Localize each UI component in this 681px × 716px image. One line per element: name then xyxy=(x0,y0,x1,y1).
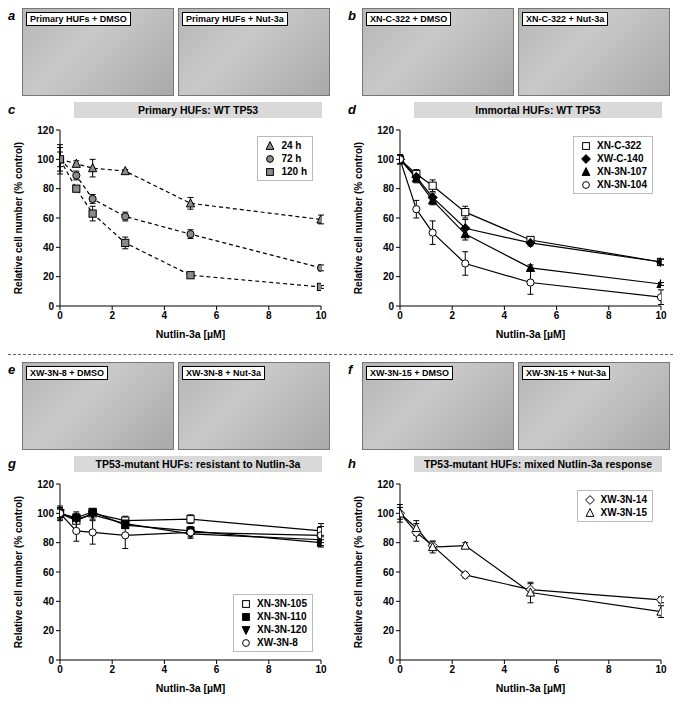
html-text:XN-3N-105: XN-3N-105 xyxy=(257,598,307,609)
svg-text:8: 8 xyxy=(266,310,272,321)
html-text:Primary HUFs + DMSO: Primary HUFs + DMSO xyxy=(30,14,127,24)
html-text:XW-3N-14: XW-3N-14 xyxy=(600,494,647,505)
svg-text:40: 40 xyxy=(383,596,395,607)
html-text:XW-3N-15 + DMSO: XW-3N-15 + DMSO xyxy=(370,368,450,378)
svg-text:10: 10 xyxy=(655,664,667,675)
svg-text:40: 40 xyxy=(383,242,395,253)
svg-text:0: 0 xyxy=(57,310,63,321)
svg-text:120: 120 xyxy=(377,479,394,490)
svg-text:100: 100 xyxy=(377,508,394,519)
svg-text:100: 100 xyxy=(377,154,394,165)
html-text:XN-3N-110: XN-3N-110 xyxy=(257,611,307,622)
svg-text:80: 80 xyxy=(383,183,395,194)
svg-text:120: 120 xyxy=(377,125,394,136)
html-text:XW-3N-8 + DMSO: XW-3N-8 + DMSO xyxy=(30,368,105,378)
svg-text:20: 20 xyxy=(383,271,395,282)
html-text:e: e xyxy=(8,362,16,377)
svg-text:10: 10 xyxy=(315,310,327,321)
svg-text:2: 2 xyxy=(449,310,455,321)
html-text:TP53-mutant HUFs: mixed Nutlin: TP53-mutant HUFs: mixed Nutlin-3a respon… xyxy=(423,458,653,470)
svg-text:80: 80 xyxy=(43,183,55,194)
html-text:Immortal HUFs: WT TP53: Immortal HUFs: WT TP53 xyxy=(475,104,601,116)
html-text:a: a xyxy=(8,8,16,23)
svg-text:Relative cell number (% contro: Relative cell number (% control) xyxy=(353,142,364,294)
svg-text:0: 0 xyxy=(388,655,394,666)
svg-text:0: 0 xyxy=(388,301,394,312)
svg-text:6: 6 xyxy=(214,664,220,675)
svg-text:0: 0 xyxy=(48,301,54,312)
svg-text:20: 20 xyxy=(43,271,55,282)
html-text:XW-3N-15 + Nut-3a: XW-3N-15 + Nut-3a xyxy=(526,368,607,378)
svg-text:120: 120 xyxy=(37,125,54,136)
html-text:XN-C-322 + DMSO: XN-C-322 + DMSO xyxy=(370,14,448,24)
html-text:120 h: 120 h xyxy=(281,166,307,177)
svg-text:4: 4 xyxy=(162,310,168,321)
html-text:XW-3N-8 + Nut-3a: XW-3N-8 + Nut-3a xyxy=(186,368,262,378)
svg-text:8: 8 xyxy=(606,310,612,321)
html-text:c: c xyxy=(8,102,16,117)
svg-text:8: 8 xyxy=(266,664,272,675)
svg-text:2: 2 xyxy=(109,664,115,675)
svg-text:8: 8 xyxy=(606,664,612,675)
svg-text:0: 0 xyxy=(57,664,63,675)
svg-text:Nutlin-3a [µM]: Nutlin-3a [µM] xyxy=(496,328,566,340)
svg-text:20: 20 xyxy=(383,625,395,636)
svg-text:0: 0 xyxy=(397,664,403,675)
html-text:f: f xyxy=(348,362,353,377)
svg-text:Nutlin-3a [µM]: Nutlin-3a [µM] xyxy=(156,682,226,694)
svg-text:Nutlin-3a [µM]: Nutlin-3a [µM] xyxy=(496,682,566,694)
svg-text:120: 120 xyxy=(37,479,54,490)
svg-text:Nutlin-3a [µM]: Nutlin-3a [µM] xyxy=(156,328,226,340)
html-text:XN-C-322 + Nut-3a: XN-C-322 + Nut-3a xyxy=(526,14,605,24)
html-text:Primary HUFs: WT TP53: Primary HUFs: WT TP53 xyxy=(137,104,259,116)
html-text:d: d xyxy=(348,102,356,117)
svg-text:80: 80 xyxy=(43,537,55,548)
html-text:XN-3N-120: XN-3N-120 xyxy=(257,624,307,635)
svg-text:60: 60 xyxy=(383,567,395,578)
svg-text:0: 0 xyxy=(397,310,403,321)
html-text:h: h xyxy=(348,456,356,471)
html-text:Primary HUFs + Nut-3a: Primary HUFs + Nut-3a xyxy=(186,14,284,24)
svg-text:Relative cell number (% contro: Relative cell number (% control) xyxy=(13,142,24,294)
svg-text:80: 80 xyxy=(383,537,395,548)
svg-text:4: 4 xyxy=(162,664,168,675)
svg-text:100: 100 xyxy=(37,154,54,165)
svg-text:2: 2 xyxy=(449,664,455,675)
html-text:XW-3N-8: XW-3N-8 xyxy=(257,637,298,648)
svg-text:60: 60 xyxy=(383,213,395,224)
html-text:XW-C-140: XW-C-140 xyxy=(597,153,644,164)
svg-text:10: 10 xyxy=(315,664,327,675)
html-text:72 h: 72 h xyxy=(281,153,302,164)
html-text:b: b xyxy=(348,8,356,23)
html-text:XW-3N-15: XW-3N-15 xyxy=(600,507,647,518)
html-text:24 h: 24 h xyxy=(281,140,302,151)
svg-text:0: 0 xyxy=(48,655,54,666)
svg-text:40: 40 xyxy=(43,242,55,253)
svg-text:2: 2 xyxy=(109,310,115,321)
svg-text:6: 6 xyxy=(554,664,560,675)
svg-text:60: 60 xyxy=(43,213,55,224)
html-text:TP53-mutant HUFs: resistant to: TP53-mutant HUFs: resistant to Nutlin-3a xyxy=(95,458,301,470)
svg-text:Relative cell number (% contro: Relative cell number (% control) xyxy=(353,496,364,648)
svg-text:20: 20 xyxy=(43,625,55,636)
html-text:g: g xyxy=(8,456,16,471)
html-text:XN-3N-104: XN-3N-104 xyxy=(597,179,647,190)
svg-text:6: 6 xyxy=(214,310,220,321)
svg-text:Relative cell number (% contro: Relative cell number (% control) xyxy=(13,496,24,648)
svg-text:10: 10 xyxy=(655,310,667,321)
svg-text:60: 60 xyxy=(43,567,55,578)
html-text:XN-3N-107: XN-3N-107 xyxy=(597,166,647,177)
svg-text:100: 100 xyxy=(37,508,54,519)
svg-text:6: 6 xyxy=(554,310,560,321)
svg-text:40: 40 xyxy=(43,596,55,607)
html-text:XN-C-322: XN-C-322 xyxy=(597,140,642,151)
svg-text:4: 4 xyxy=(502,664,508,675)
svg-text:4: 4 xyxy=(502,310,508,321)
